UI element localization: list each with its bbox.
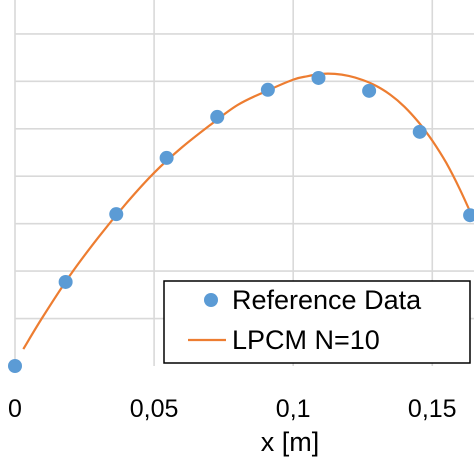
x-tick-label: 0,1 [276, 395, 311, 423]
reference-data-point [159, 150, 174, 165]
reference-data-point [260, 82, 275, 97]
reference-data-point [362, 83, 377, 98]
reference-data-series [8, 70, 474, 373]
reference-data-point [58, 274, 73, 289]
reference-data-point [463, 208, 474, 223]
reference-data-point [311, 70, 326, 85]
legend-label-lpcm: LPCM N=10 [232, 325, 380, 355]
reference-data-point [210, 109, 225, 124]
x-tick-label: 0 [8, 395, 22, 423]
x-axis-label: x [m] [261, 427, 320, 457]
legend-label-reference-data: Reference Data [232, 285, 422, 315]
x-tick-label: 0,05 [130, 395, 179, 423]
legend: Reference Data LPCM N=10 [163, 280, 471, 364]
x-tick-label: 0,15 [408, 395, 457, 423]
reference-data-point [109, 207, 124, 222]
reference-data-point [8, 359, 22, 373]
x-axis-ticks: 0 0,05 0,1 0,15 [8, 395, 457, 423]
legend-marker-reference-data [204, 293, 218, 307]
reference-data-point [412, 124, 427, 139]
